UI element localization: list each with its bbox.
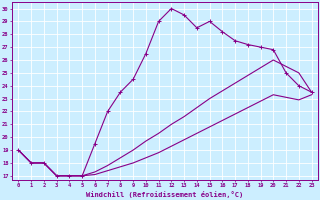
X-axis label: Windchill (Refroidissement éolien,°C): Windchill (Refroidissement éolien,°C) [86,191,244,198]
